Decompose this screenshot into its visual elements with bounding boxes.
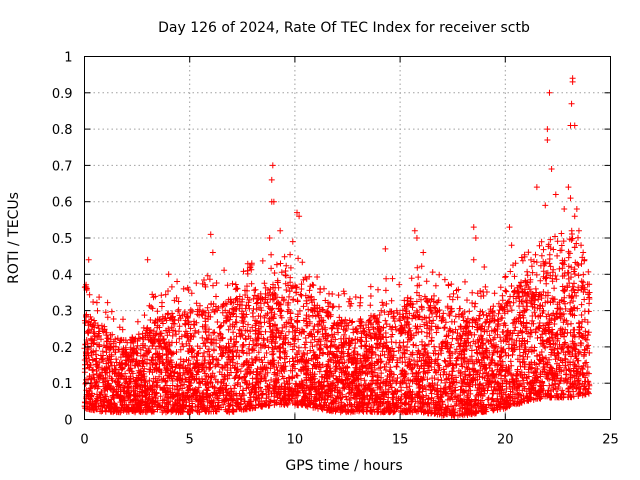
chart-title: Day 126 of 2024, Rate Of TEC Index for r… <box>158 20 530 36</box>
y-tick-label: 1 <box>64 51 72 66</box>
roti-outlier-point <box>289 238 296 245</box>
x-tick-label: 0 <box>80 433 88 448</box>
roti-outlier-point <box>472 235 479 241</box>
y-tick-label: 0.6 <box>52 196 73 211</box>
y-tick-label: 0.2 <box>52 341 73 356</box>
roti-outlier-point <box>470 256 477 263</box>
x-tick-label: 20 <box>497 433 514 448</box>
y-axis-title: ROTI / TECUs <box>6 192 22 284</box>
y-tick-label: 0.4 <box>52 268 73 283</box>
roti-outlier-point <box>277 227 284 234</box>
roti-outlier-point <box>567 195 574 202</box>
roti-outlier-point <box>573 205 580 212</box>
roti-outlier-point <box>544 136 551 143</box>
roti-outlier-point <box>174 278 181 285</box>
roti-outlier-point <box>296 213 303 220</box>
y-tick-label: 0.1 <box>52 377 73 392</box>
roti-outlier-point <box>542 202 549 209</box>
roti-outlier-point <box>270 198 277 205</box>
x-tick-label: 5 <box>186 433 194 448</box>
roti-outlier-point <box>165 271 172 278</box>
y-tick-label: 0.8 <box>52 123 73 138</box>
roti-outlier-point <box>565 184 572 191</box>
data-points <box>81 75 593 419</box>
x-tick-label: 25 <box>602 433 619 448</box>
roti-points-bulk <box>81 227 593 419</box>
roti-outlier-point <box>544 126 551 133</box>
roti-outlier-point <box>575 227 582 234</box>
roti-outlier-point <box>578 242 585 249</box>
roti-outlier-point <box>470 224 477 231</box>
roti-outlier-point <box>382 245 389 252</box>
roti-outlier-point <box>85 256 92 263</box>
roti-outlier-point <box>552 191 559 198</box>
roti-outlier-point <box>266 235 273 241</box>
roti-outlier-point <box>508 242 515 249</box>
roti-outlier-point <box>571 122 578 129</box>
roti-outlier-point <box>413 235 420 241</box>
roti-outlier-point <box>548 166 555 173</box>
roti-outlier-point <box>269 162 276 169</box>
roti-outlier-point <box>209 249 216 256</box>
y-tick-label: 0 <box>64 414 72 429</box>
x-tick-label: 15 <box>392 433 409 448</box>
roti-outlier-point <box>294 209 301 216</box>
x-axis-title: GPS time / hours <box>285 458 402 474</box>
y-tick-label: 0.9 <box>52 87 73 102</box>
roti-outlier-point <box>568 100 575 107</box>
axis-ticks <box>84 56 611 420</box>
x-tick-label: 10 <box>287 433 304 448</box>
x-tick-labels: 0 5 10 15 20 25 <box>80 433 618 448</box>
roti-outlier-point <box>268 176 275 183</box>
roti-outlier-point <box>481 264 488 271</box>
y-tick-labels: 0 0.1 0.2 0.3 0.4 0.5 0.6 0.7 0.8 0.9 1 <box>52 51 73 429</box>
roti-outlier-point <box>144 256 151 263</box>
roti-outlier-point <box>411 227 418 234</box>
roti-outlier-point <box>420 249 427 256</box>
roti-outlier-point <box>546 89 553 96</box>
roti-outlier-point <box>569 75 576 82</box>
roti-outlier-point <box>207 231 214 238</box>
roti-outlier-point <box>533 184 540 191</box>
roti-outlier-point <box>561 205 568 212</box>
y-tick-label: 0.3 <box>52 305 73 320</box>
roti-outlier-point <box>580 249 587 256</box>
roti-outlier-point <box>506 224 513 231</box>
roti-outlier-point <box>571 213 578 220</box>
y-tick-label: 0.5 <box>52 232 73 247</box>
y-tick-label: 0.7 <box>52 159 73 174</box>
